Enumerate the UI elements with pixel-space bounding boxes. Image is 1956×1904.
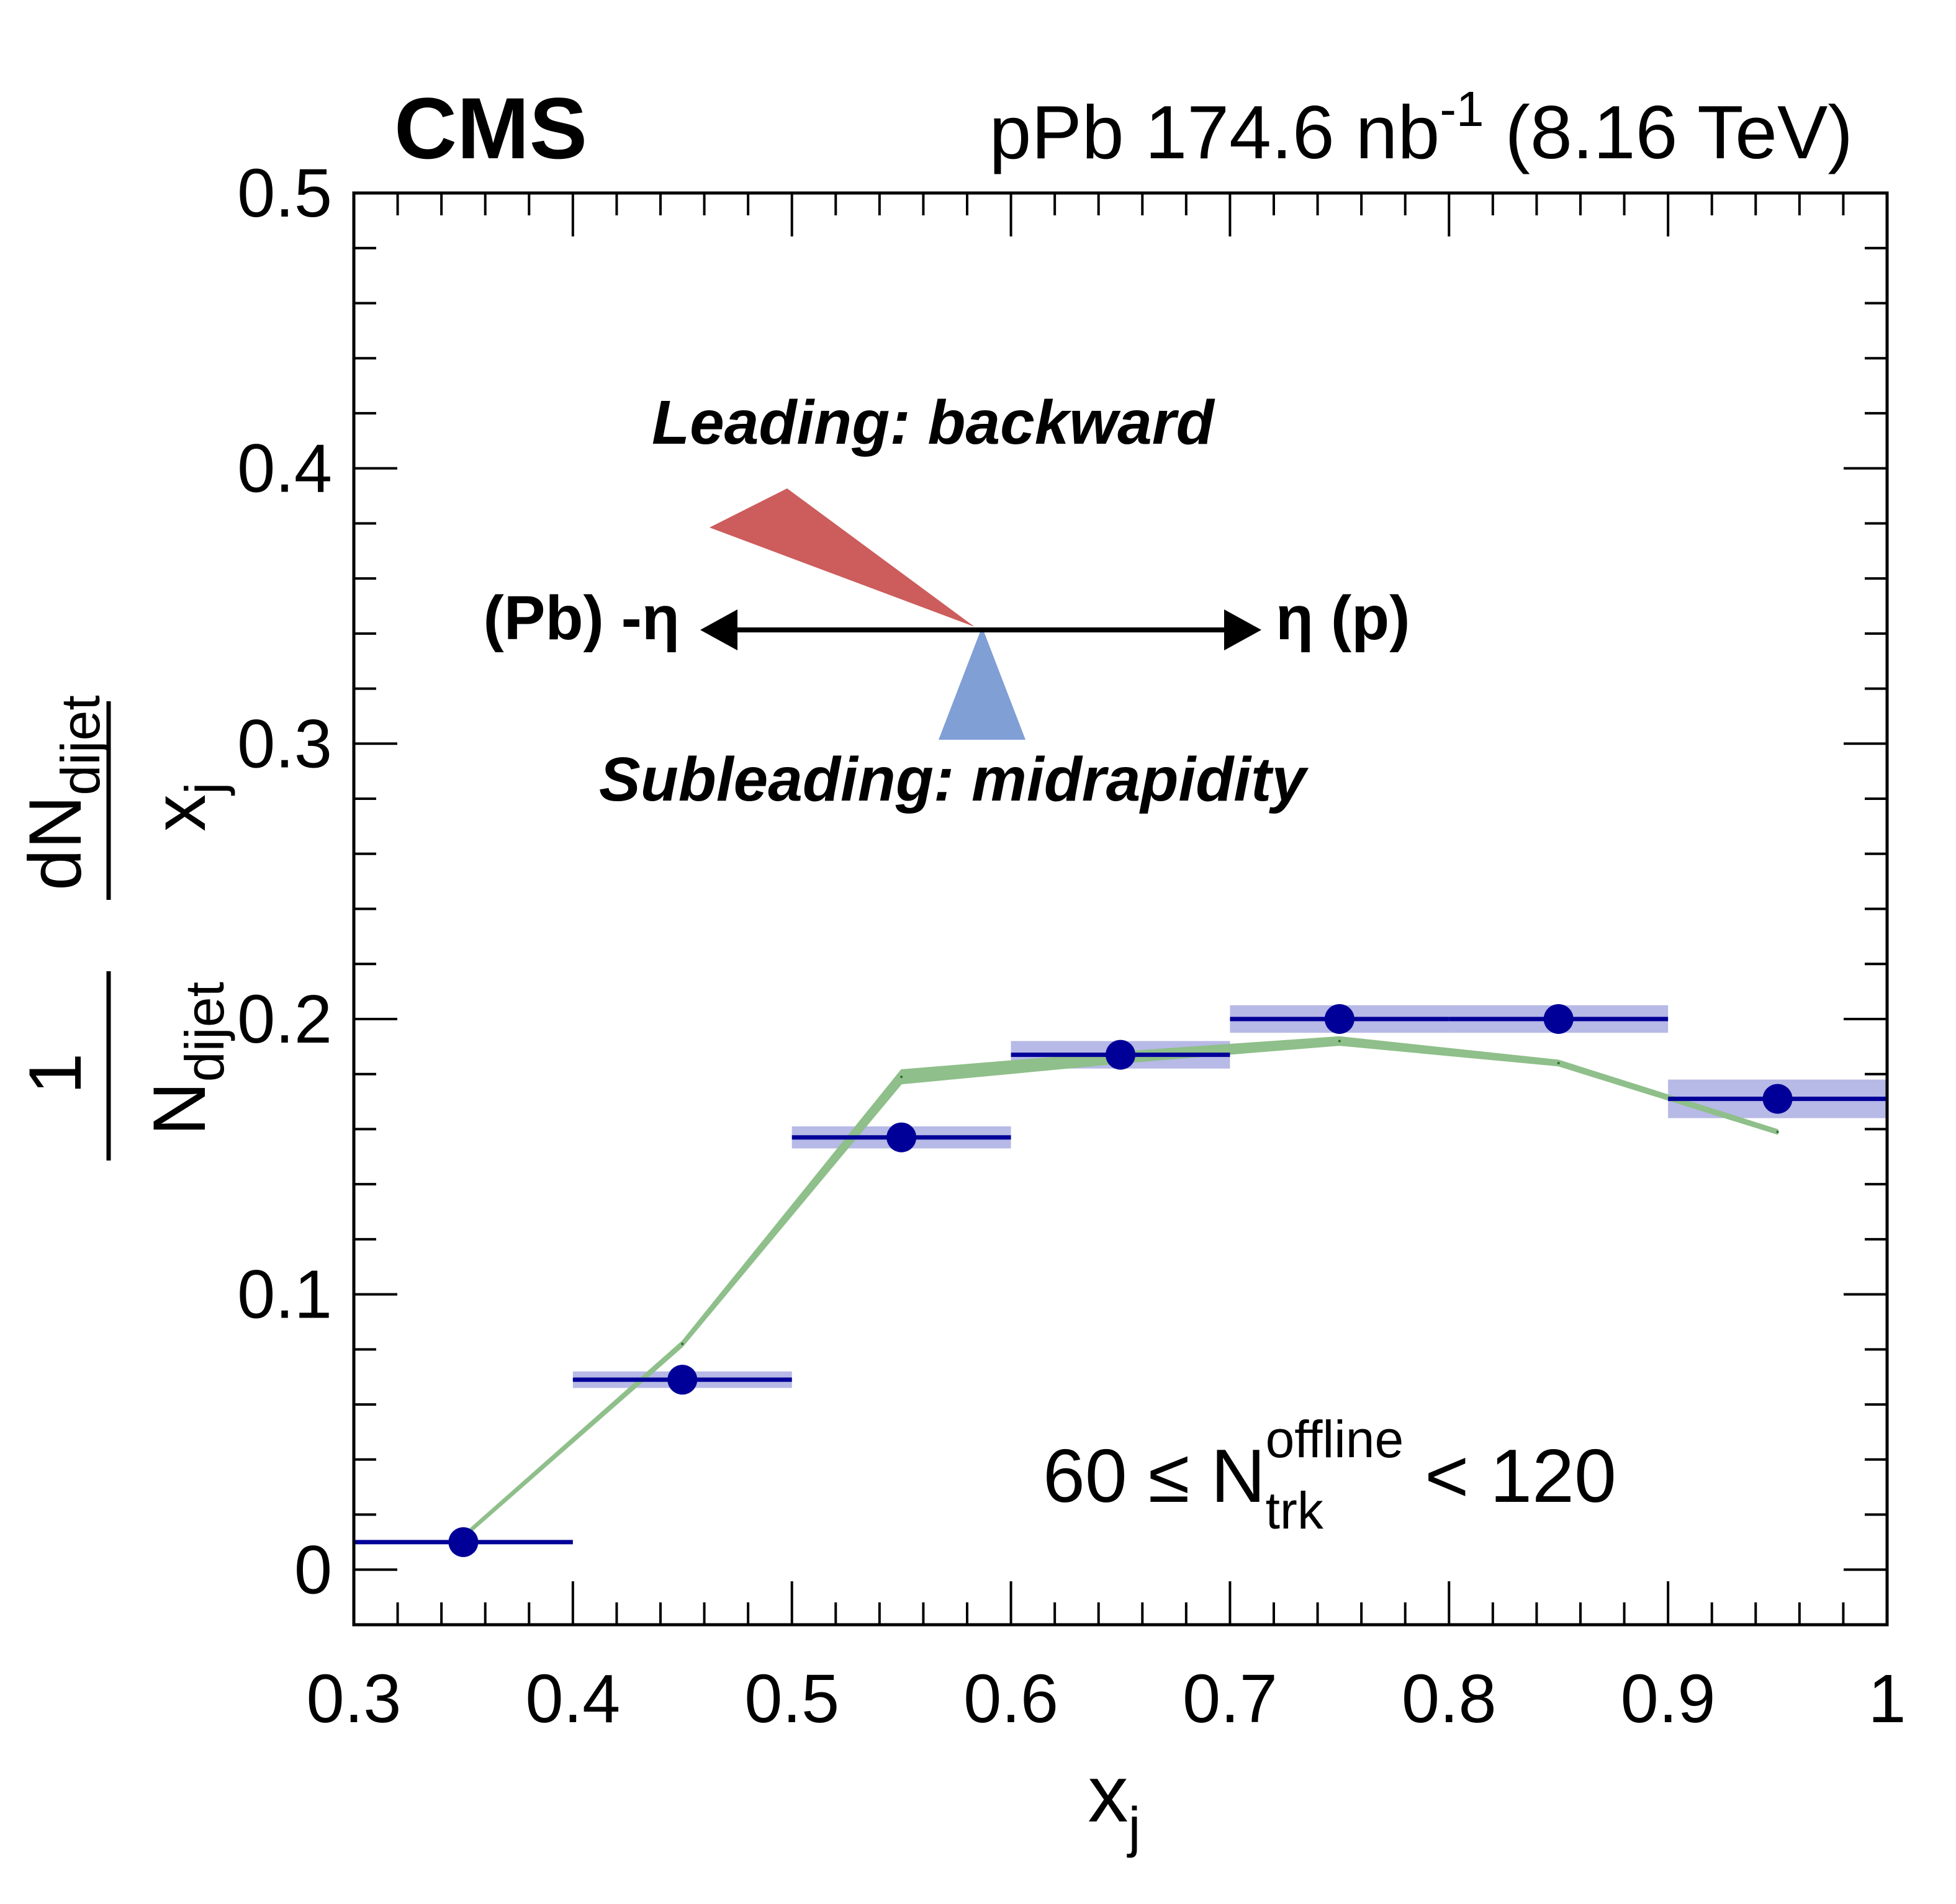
x-tick-label: 0.8 <box>1402 1661 1497 1737</box>
y-tick-label: 0 <box>294 1532 332 1608</box>
axis-ticks <box>353 192 1888 1626</box>
eta-left-label: (Pb) -η <box>483 583 680 653</box>
y-axis-title: 1 Ndijet dNdijet xj <box>14 695 235 1161</box>
data-point <box>886 1122 917 1152</box>
axis-tick-labels: 0.3 0.4 0.5 0.6 0.7 0.8 0.9 1 0 0.1 0.2 0.3 0.4 0.5 <box>237 155 1906 1737</box>
y-tick-label: 0.1 <box>237 1257 332 1333</box>
y-axis-frac-denominator-main: x <box>138 794 221 832</box>
y-tick-label: 0.2 <box>237 981 332 1058</box>
x-tick-label: 0.7 <box>1183 1661 1278 1737</box>
luminosity-exponent: -1 <box>1440 81 1484 137</box>
luminosity-suffix: (8.16 TeV) <box>1484 90 1853 174</box>
leading-label: Leading: backward <box>652 388 1215 457</box>
y-tick-label: 0.5 <box>237 155 332 231</box>
data-point <box>1762 1084 1793 1114</box>
model-point <box>900 1075 903 1079</box>
data-point <box>667 1365 698 1395</box>
eta-arrow-right-icon <box>1224 609 1261 650</box>
selection-superscript: offline <box>1266 1410 1404 1468</box>
y-axis-one: 1 <box>14 1053 97 1095</box>
y-axis-denominator: Ndijet <box>138 982 235 1136</box>
y-tick-label: 0.3 <box>237 706 332 782</box>
x-axis-title-sub: j <box>1127 1797 1141 1859</box>
data-point <box>1106 1040 1135 1070</box>
y-axis-denominator-sub: dijet <box>174 982 235 1082</box>
model-band <box>462 1036 1778 1539</box>
model-point <box>1776 1130 1779 1133</box>
x-axis-title-main: x <box>1088 1748 1129 1839</box>
y-axis-frac-numerator-main: dN <box>14 796 97 891</box>
model-point <box>1557 1061 1560 1064</box>
y-axis-frac-denominator-sub: j <box>174 782 235 796</box>
eta-arrow-left-icon <box>700 609 737 650</box>
selection-subscript: trk <box>1266 1481 1324 1540</box>
x-tick-label: 0.3 <box>307 1661 402 1737</box>
data-points <box>354 1004 1887 1557</box>
rapidity-diagram: Leading: backward (Pb) -η η (p) Subleadi… <box>483 388 1410 814</box>
selection-label: 60 ≤ Noffline trk < 120 <box>1043 1410 1616 1540</box>
data-point <box>1543 1004 1574 1034</box>
y-axis-frac-numerator: dNdijet <box>14 695 111 891</box>
leading-jet-cone <box>710 488 975 627</box>
data-point <box>448 1527 479 1557</box>
plot-frame <box>352 191 1889 1627</box>
y-axis-frac-denominator: xj <box>138 782 235 832</box>
y-tick-label: 0.4 <box>237 431 332 507</box>
x-axis-title: xj <box>1088 1748 1141 1859</box>
y-axis-denominator-main: N <box>138 1082 221 1136</box>
x-tick-label: 0.6 <box>963 1661 1058 1737</box>
x-tick-label: 0.9 <box>1621 1661 1716 1737</box>
luminosity-prefix: pPb 174.6 nb <box>989 90 1440 174</box>
model-point <box>1338 1040 1341 1043</box>
systematic-bands <box>572 1005 1887 1388</box>
x-tick-label: 0.4 <box>525 1661 620 1737</box>
experiment-label: CMS <box>394 79 587 177</box>
subleading-jet-cone <box>939 627 1025 740</box>
luminosity-label: pPb 174.6 nb-1 (8.16 TeV) <box>989 81 1853 174</box>
subleading-label: Subleading: midrapidity <box>599 745 1309 814</box>
eta-right-label: η (p) <box>1276 583 1410 653</box>
selection-prefix: 60 ≤ N <box>1043 1434 1266 1518</box>
x-tick-label: 1 <box>1868 1661 1906 1737</box>
selection-suffix: < 120 <box>1404 1434 1616 1518</box>
data-point <box>1324 1004 1354 1034</box>
x-tick-label: 0.5 <box>744 1661 839 1737</box>
y-axis-frac-numerator-sub: dijet <box>50 695 111 795</box>
model-point <box>681 1342 684 1345</box>
